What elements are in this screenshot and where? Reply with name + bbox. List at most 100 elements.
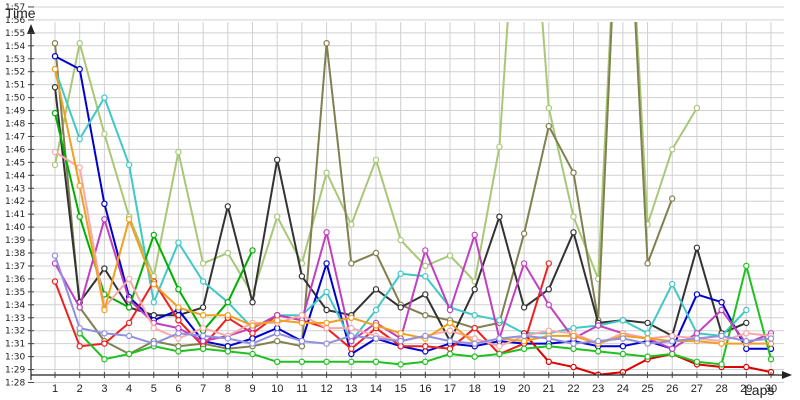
data-point [545, 327, 553, 334]
data-point [51, 252, 59, 259]
series-line [54, 68, 771, 345]
data-point [51, 109, 59, 117]
data-point [249, 330, 256, 337]
data-point [323, 319, 330, 327]
data-point [644, 335, 651, 342]
data-point [693, 330, 701, 337]
data-point [545, 301, 553, 308]
data-point [570, 340, 577, 347]
data-point [767, 340, 775, 347]
data-point [743, 363, 750, 371]
y-tick-label: 1:40 [5, 223, 25, 233]
x-tick-label: 22 [567, 383, 579, 395]
y-tick-label: 1:57 [5, 3, 25, 13]
data-point [101, 356, 108, 363]
data-point [570, 169, 577, 176]
data-point [348, 221, 355, 228]
data-point [545, 260, 553, 267]
data-point [298, 312, 306, 319]
data-point [545, 358, 553, 365]
data-point [422, 332, 429, 340]
data-point [101, 330, 108, 337]
y-tick-label: 1:46 [5, 145, 25, 155]
data-point [693, 291, 701, 298]
data-point [718, 306, 725, 314]
data-point [595, 322, 602, 329]
data-point [446, 327, 454, 334]
x-axis-arrow [782, 371, 792, 379]
data-point [446, 337, 454, 345]
data-point [446, 252, 454, 259]
data-point [274, 330, 281, 337]
data-point [125, 304, 133, 311]
y-tick-label: 1:48 [5, 120, 25, 130]
data-point [372, 286, 380, 293]
data-point [199, 304, 207, 311]
axes [27, 24, 792, 380]
data-point [446, 350, 454, 358]
data-point [348, 324, 355, 332]
data-point [125, 275, 133, 283]
data-point [446, 345, 454, 352]
data-point [249, 350, 256, 358]
data-point [520, 230, 528, 237]
x-tick-label: 2 [77, 383, 83, 395]
y-tick-label: 1:55 [5, 29, 25, 39]
data-point [348, 314, 355, 321]
x-tick-label: 14 [370, 383, 382, 395]
data-point [718, 340, 725, 347]
data-point [397, 330, 404, 337]
data-point [693, 104, 701, 112]
data-point [520, 260, 528, 267]
data-point [150, 312, 157, 319]
data-point [669, 345, 676, 352]
x-tick-label: 18 [469, 383, 481, 395]
data-point [101, 265, 108, 272]
data-point [101, 216, 108, 223]
series-4 [51, 53, 775, 358]
data-point [669, 195, 676, 202]
y-tick-label: 1:32 [5, 327, 25, 337]
data-point [274, 337, 281, 345]
data-point [125, 296, 133, 303]
data-point [175, 335, 182, 342]
x-tick-labels: 1 2 3 4 5 6 7 8 9 10 11 12 13 14 15 16 17 18 19 20 21 22 23 24 2… [52, 372, 777, 395]
data-point [199, 337, 207, 345]
data-point [669, 350, 676, 358]
x-axis-title: Laps [744, 382, 774, 398]
data-point [298, 319, 306, 327]
data-point [199, 345, 207, 352]
data-point [51, 278, 59, 285]
data-point [323, 169, 330, 176]
data-point [76, 65, 83, 73]
data-point [669, 332, 676, 340]
x-tick-label: 28 [715, 383, 727, 395]
data-point [175, 343, 182, 350]
data-point [743, 330, 750, 337]
data-point [175, 286, 182, 293]
data-point [150, 299, 157, 306]
series-line [54, 218, 772, 350]
data-point [595, 348, 602, 355]
x-tick-label: 16 [419, 383, 431, 395]
data-point [249, 340, 256, 347]
y-tick-label: 1:35 [5, 288, 25, 298]
data-point [743, 262, 750, 270]
data-point [101, 200, 108, 207]
data-point [520, 345, 528, 352]
data-point [372, 306, 380, 314]
x-tick-label: 21 [543, 383, 555, 395]
x-tick-label: 23 [592, 383, 604, 395]
y-tick-label: 1:41 [5, 210, 25, 220]
data-point [422, 262, 429, 270]
data-point [175, 148, 182, 156]
data-point [718, 299, 725, 306]
data-point [76, 324, 83, 332]
x-tick-label: 27 [691, 383, 703, 395]
y-tick-label: 1:47 [5, 132, 25, 142]
data-point [274, 317, 281, 324]
x-tick-label: 11 [296, 383, 307, 395]
data-point [669, 146, 676, 153]
data-point [175, 317, 182, 324]
data-point [224, 203, 231, 210]
